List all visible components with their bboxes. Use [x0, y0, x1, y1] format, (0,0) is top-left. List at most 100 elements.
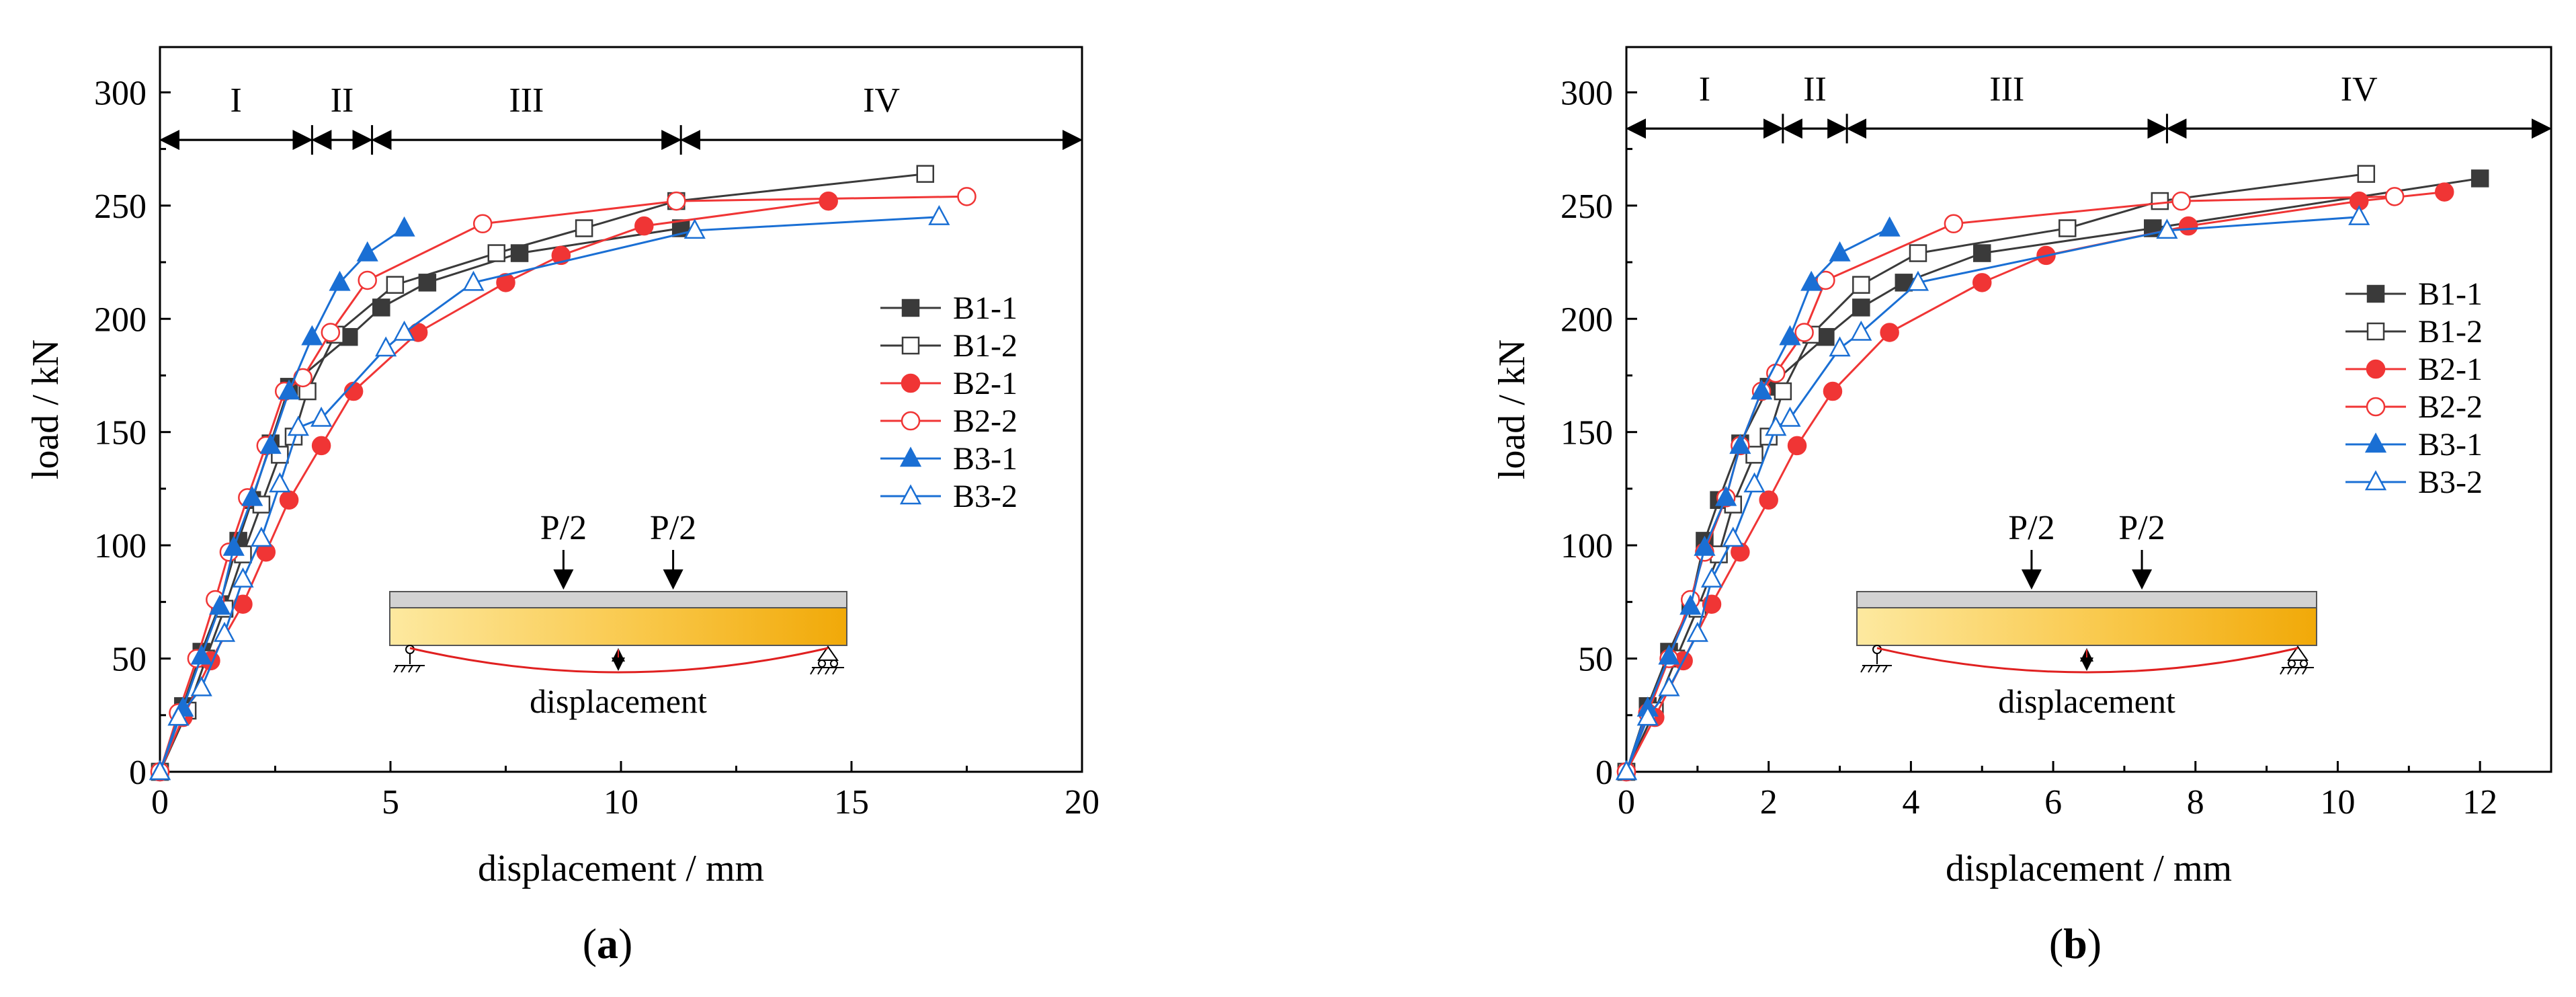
legend-label: B1-2	[2418, 314, 2483, 350]
data-point-B3-2	[928, 205, 950, 225]
data-point-B1-2	[575, 219, 593, 237]
data-point-B2-2	[1816, 270, 1835, 290]
data-point-B3-1	[393, 216, 415, 237]
legend-entry-B2-2: B2-2	[880, 403, 1017, 439]
x-tick-label: 8	[2187, 783, 2204, 822]
data-point-B3-1	[190, 644, 212, 665]
x-tick-label: 2	[1760, 783, 1778, 822]
data-point-B1-2	[2151, 192, 2169, 210]
legend-label: B2-2	[953, 403, 1017, 439]
beam-body	[389, 607, 847, 646]
legend-marker	[901, 298, 920, 317]
plot-frame	[1625, 46, 2552, 773]
data-point-B2-1	[1823, 381, 1843, 401]
data-point-B2-1	[496, 273, 515, 292]
legend-label: B2-1	[953, 366, 1017, 401]
stage-label-I: I	[231, 81, 242, 120]
data-point-B2-1	[2434, 182, 2454, 202]
stage-label-I: I	[1699, 70, 1710, 108]
legend-marker	[901, 411, 921, 431]
data-point-B3-2	[1907, 270, 1929, 291]
plot-frame	[159, 46, 1083, 773]
x-tick-label: 10	[604, 783, 638, 822]
legend-marker	[899, 446, 922, 467]
data-point-B3-1	[1658, 644, 1680, 665]
data-point-B3-2	[310, 406, 333, 427]
data-point-B3-1	[222, 535, 245, 556]
legend-label: B3-2	[2418, 465, 2483, 500]
series-line-B3-1	[159, 227, 405, 772]
x-tick-label: 10	[2320, 783, 2355, 822]
beam-schematic: P/2 P/2 displacement	[1856, 509, 2317, 720]
data-point-B1-2	[386, 276, 405, 294]
data-point-B3-1	[1751, 379, 1773, 400]
legend-label: B3-2	[953, 479, 1017, 514]
beam-top-layer	[1856, 591, 2317, 608]
y-tick-label: 50	[1578, 641, 1613, 679]
data-point-B2-2	[358, 270, 377, 290]
data-point-B1-2	[2058, 219, 2077, 237]
legend-label: B1-1	[953, 290, 1017, 326]
x-tick-label: 4	[1902, 783, 1919, 822]
data-point-B3-1	[278, 379, 300, 400]
data-point-B3-2	[269, 472, 291, 493]
legend-label: B3-1	[953, 441, 1017, 477]
data-point-B3-2	[213, 621, 236, 642]
data-point-B2-2	[1944, 214, 1964, 234]
data-point-B3-2	[1722, 526, 1744, 547]
ground-hatch	[825, 667, 830, 675]
data-point-B2-1	[311, 436, 331, 456]
data-point-B2-1	[634, 216, 654, 236]
data-point-B3-2	[250, 526, 273, 547]
data-point-B3-2	[393, 320, 415, 341]
ground-hatch	[1860, 665, 1866, 673]
series-line-B1-2	[1625, 173, 2366, 772]
panel-label: (a)	[583, 920, 633, 967]
data-point-B3-1	[1829, 241, 1851, 262]
data-point-B3-2	[1658, 676, 1680, 696]
legend-marker	[2366, 284, 2385, 303]
data-point-B3-1	[241, 485, 263, 506]
data-point-B3-2	[232, 567, 254, 588]
series-B2-1	[150, 191, 838, 782]
data-point-B3-2	[2348, 205, 2370, 225]
series-line-B3-1	[1625, 227, 1891, 772]
data-point-B1-2	[1774, 382, 1792, 401]
data-point-B3-2	[1636, 705, 1659, 726]
legend-entry-B1-1: B1-1	[880, 290, 1017, 326]
data-point-B3-1	[1694, 535, 1716, 556]
data-point-B2-1	[2178, 216, 2198, 236]
data-point-B3-2	[683, 218, 706, 239]
load-label: P/2	[2118, 509, 2165, 547]
beam-schematic: P/2 P/2 displacement	[389, 509, 847, 720]
ground-hatch	[1868, 665, 1873, 673]
y-tick-label: 150	[94, 414, 147, 452]
ground-hatch	[817, 667, 823, 675]
legend-marker	[901, 336, 920, 355]
data-point-B3-2	[149, 760, 171, 781]
y-tick-label: 0	[1595, 754, 1613, 792]
data-point-B3-2	[287, 415, 309, 436]
stage-label-II: II	[331, 81, 354, 120]
ground-hatch	[393, 665, 399, 673]
data-point-B2-1	[819, 191, 838, 211]
y-tick-label: 100	[94, 527, 147, 565]
legend-entry-B1-2: B1-2	[2345, 314, 2483, 350]
data-point-B2-2	[957, 187, 977, 206]
legend-marker	[2364, 470, 2387, 491]
data-point-B1-2	[1909, 244, 1927, 262]
deflection-curve	[1876, 647, 2298, 674]
series-line-B2-1	[159, 200, 829, 772]
ground-hatch	[401, 665, 406, 673]
data-point-B2-1	[279, 490, 299, 510]
legend-marker	[2366, 359, 2386, 379]
data-point-B2-1	[551, 245, 571, 266]
data-point-B1-1	[2470, 169, 2489, 188]
series-B3-1	[1615, 216, 1901, 781]
data-point-B1-2	[1745, 446, 1763, 464]
load-label: P/2	[2008, 509, 2054, 547]
data-point-B2-2	[1766, 363, 1786, 383]
ground-hatch	[408, 665, 413, 673]
ground-hatch	[2287, 667, 2292, 675]
